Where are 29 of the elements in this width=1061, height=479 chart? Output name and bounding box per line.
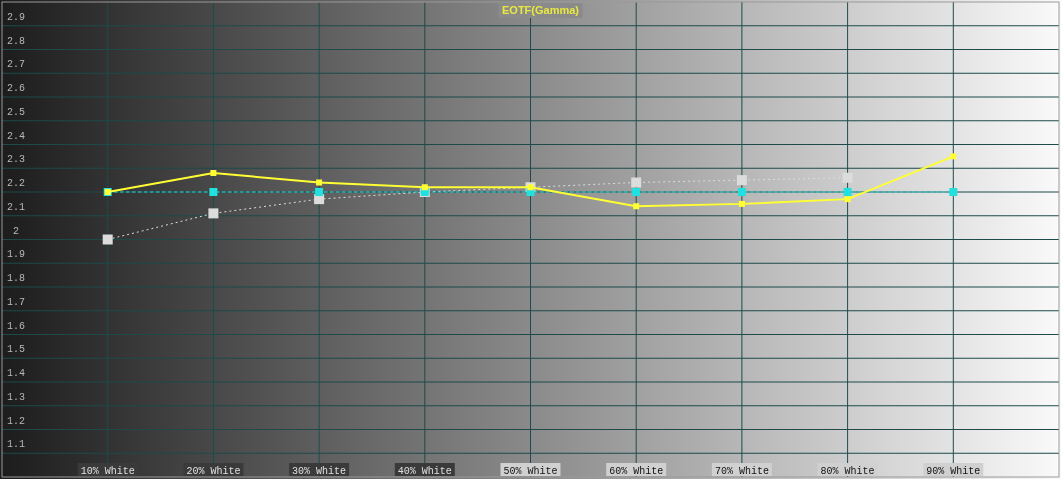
x-tick-label: 90% White	[926, 466, 981, 477]
x-tick-label: 10% White	[80, 466, 135, 477]
y-tick-label: 1.1	[6, 439, 26, 451]
y-tick-label: 2.7	[6, 59, 26, 71]
y-tick-label: 1.8	[6, 273, 26, 284]
y-tick-label: 2.3	[6, 154, 26, 166]
x-tick-label: 20% White	[186, 466, 241, 477]
x-tick-label: 40% White	[397, 466, 452, 477]
x-tick-label: 60% White	[609, 466, 664, 477]
y-tick-label: 2.2	[6, 178, 26, 189]
y-tick-label: 2.1	[6, 201, 26, 213]
y-tick-label: 2.8	[6, 35, 26, 47]
y-tick-label: 2	[12, 225, 20, 237]
y-tick-label: 2.9	[6, 11, 26, 23]
y-tick-label: 2.6	[6, 83, 26, 94]
y-tick-label: 1.5	[6, 344, 26, 356]
y-tick-label: 2.4	[6, 130, 26, 142]
y-tick-label: 1.2	[6, 415, 26, 427]
y-tick-label: 2.5	[6, 106, 26, 118]
y-tick-label: 1.6	[6, 320, 26, 332]
y-tick-label: 1.9	[6, 249, 26, 261]
x-tick-label: 80% White	[820, 466, 875, 477]
x-tick-label: 70% White	[714, 466, 769, 477]
x-tick-label: 30% White	[292, 466, 347, 477]
x-tick-label: 50% White	[503, 466, 558, 477]
chart-title: EOTF(Gamma)	[501, 4, 580, 16]
y-tick-label: 1.3	[6, 391, 26, 403]
y-tick-label: 1.7	[6, 296, 26, 308]
y-tick-label: 1.4	[6, 368, 26, 379]
